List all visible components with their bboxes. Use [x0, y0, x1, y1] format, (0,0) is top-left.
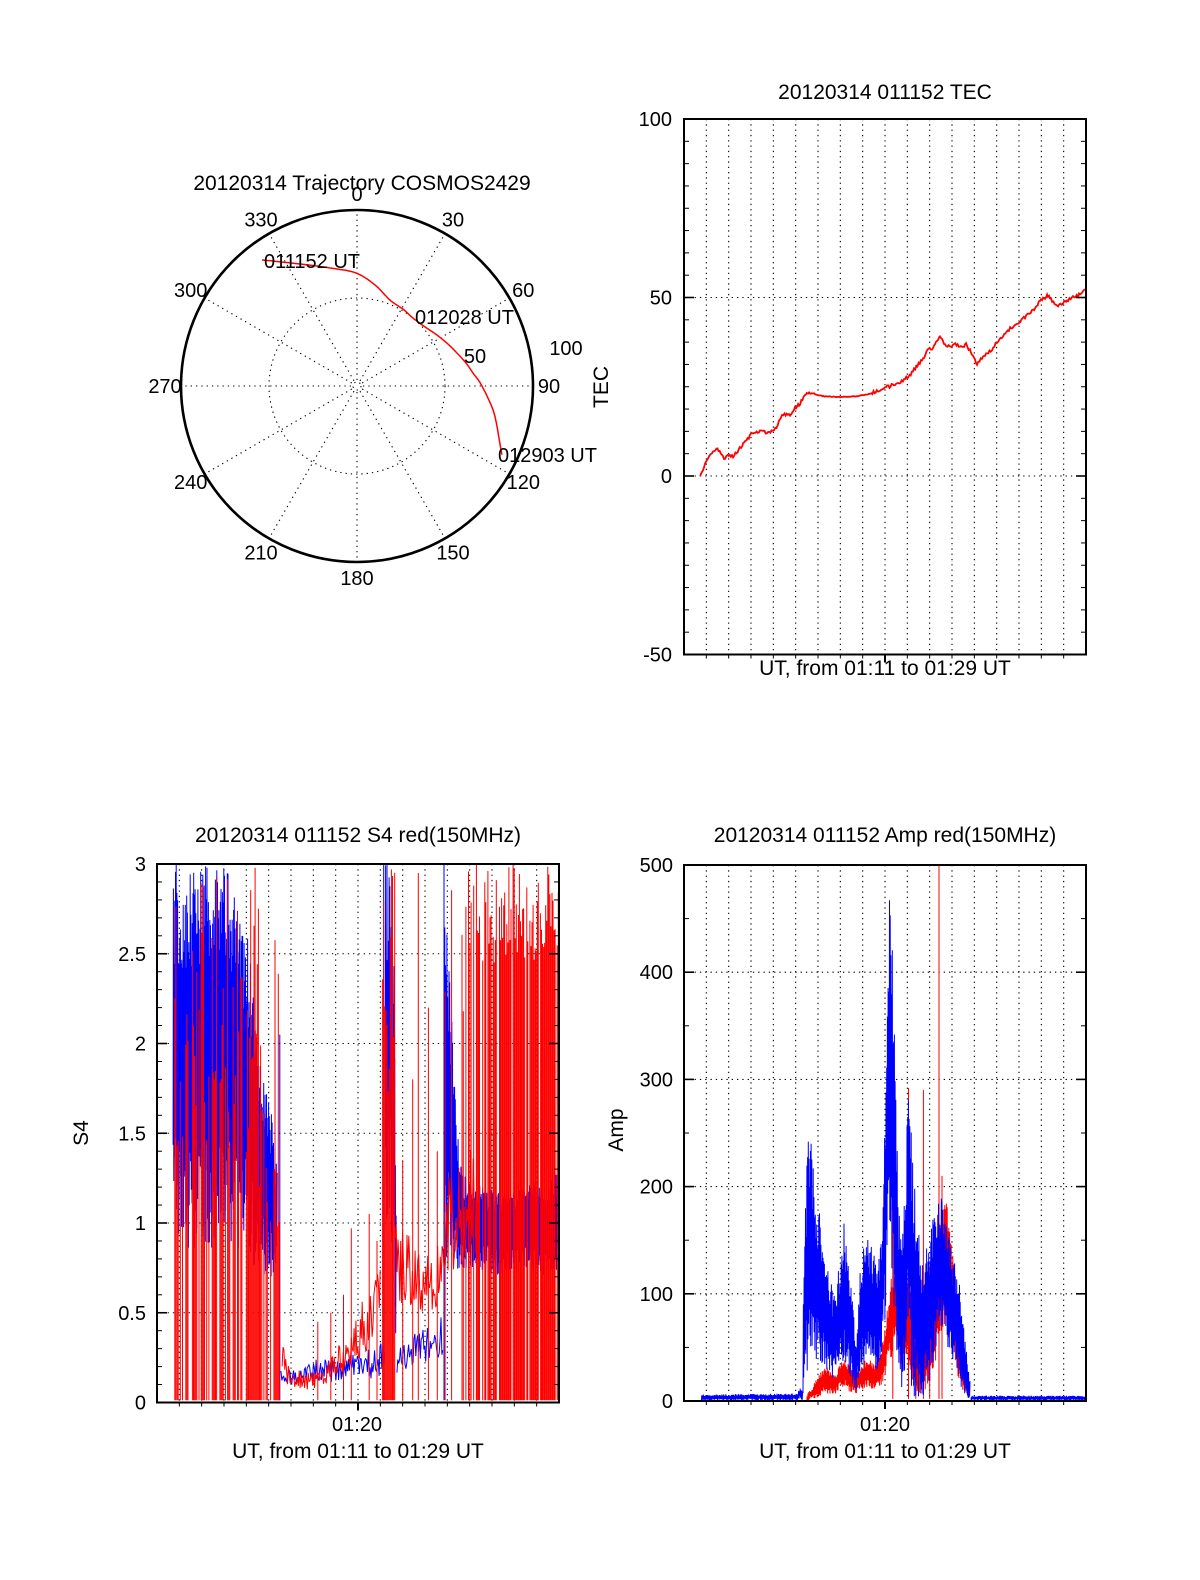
tec-ytick-label-50: 50	[650, 288, 672, 310]
polar-azimuth-label-300: 300	[174, 280, 207, 302]
amp-gridlines	[684, 865, 1086, 1401]
polar-azimuth-label-90: 90	[538, 376, 560, 398]
s4-series	[172, 864, 559, 1401]
polar-azimuth-label-180: 180	[340, 568, 373, 590]
amp-ytick-label-0: 0	[662, 1391, 673, 1413]
s4-ytick-label-2: 2	[135, 1034, 146, 1056]
polar-center-mark	[352, 381, 362, 391]
s4-plot: 20120314 011152 S4 red(150MHz) S4 UT, fr…	[70, 824, 560, 1463]
s4-ytick-label-0.5: 0.5	[118, 1303, 146, 1325]
s4-s4-red-layer-7	[444, 871, 475, 1401]
s4-s4-red-layer-8	[475, 864, 559, 1401]
tec-y-tick-labels: 100 50 0 -50	[639, 109, 672, 667]
s4-ytick-label-0: 0	[135, 1393, 146, 1415]
polar-azimuth-label-120: 120	[507, 472, 540, 494]
tec-x-axis-label: UT, from 01:11 to 01:29 UT	[759, 657, 1011, 680]
polar-azimuth-label-30: 30	[442, 210, 464, 232]
amp-ytick-label-500: 500	[640, 855, 673, 877]
trajectory-annotation-mid: 012028 UT	[415, 307, 514, 329]
tec-plot-title: 20120314 011152 TEC	[778, 81, 992, 104]
polar-spoke-300	[204, 297, 353, 384]
tec-series	[699, 287, 1086, 477]
polar-radial-tick-50: 50	[464, 346, 486, 368]
amp-x-axis-label: UT, from 01:11 to 01:29 UT	[759, 1440, 1011, 1463]
s4-ytick-label-2.5: 2.5	[118, 944, 146, 966]
trajectory-annotation-start: 011152 UT	[264, 251, 360, 273]
s4-ytick-label-1: 1	[135, 1213, 146, 1235]
amp-plot: 20120314 011152 Amp red(150MHz) Amp UT, …	[605, 824, 1087, 1463]
satellite-trajectory-line	[261, 259, 503, 455]
tec-ytick-label--50: -50	[643, 645, 672, 667]
s4-ytick-label-1.5: 1.5	[118, 1123, 146, 1145]
trajectory-plot-title: 20120314 Trajectory COSMOS2429	[193, 172, 530, 195]
polar-radial-tick-100: 100	[549, 338, 582, 360]
polar-spoke-330	[268, 233, 355, 382]
s4-y-tick-labels: 3 2.5 2 1.5 1 0.5 0	[118, 854, 146, 1415]
polar-azimuth-label-60: 60	[512, 280, 534, 302]
s4-s4-red-layer-0	[174, 867, 280, 1401]
polar-azimuth-labels: 0 30 60 90 120 150 180 210 240 270 300 330	[148, 184, 560, 590]
amp-y-axis-label: Amp	[605, 1108, 628, 1151]
s4-s4-blue-layer-3	[396, 1317, 444, 1373]
s4-x-axis-label: UT, from 01:11 to 01:29 UT	[232, 1440, 484, 1463]
polar-ring-50	[268, 297, 446, 475]
tec-ytick-label-0: 0	[661, 466, 672, 488]
polar-azimuth-label-240: 240	[174, 472, 207, 494]
s4-plot-title: 20120314 011152 S4 red(150MHz)	[195, 824, 521, 847]
amp-ytick-label-300: 300	[640, 1069, 673, 1091]
polar-spoke-60	[361, 297, 510, 384]
s4-y-axis-label: S4	[70, 1120, 93, 1146]
amp-y-tick-labels: 500 400 300 200 100 0	[640, 855, 673, 1413]
tec-ytick-label-100: 100	[639, 109, 672, 131]
s4-s4-red-layer-4	[394, 1225, 445, 1312]
polar-spoke-210	[268, 390, 355, 539]
amp-plot-title: 20120314 011152 Amp red(150MHz)	[714, 824, 1056, 847]
s4-s4-blue-layer-0	[172, 864, 278, 1277]
polar-azimuth-label-150: 150	[436, 542, 469, 564]
amp-ytick-label-400: 400	[640, 962, 673, 984]
s4-s4-red-layer-5	[402, 873, 438, 1401]
polar-azimuth-label-270: 270	[148, 376, 181, 398]
tec-line-TEC	[699, 287, 1086, 477]
amp-amp-blue-layer-2	[970, 1395, 1086, 1401]
trajectory-path	[261, 259, 503, 455]
amp-axes-frame	[683, 864, 1087, 1409]
trajectory-polar-plot: 20120314 Trajectory COSMOS2429 0 30 60 90 12…	[148, 172, 597, 590]
s4-s4-red-layer-3	[382, 869, 396, 1401]
s4-axes-frame	[156, 863, 560, 1411]
polar-spoke-240	[204, 388, 353, 475]
polar-spoke-120	[361, 388, 510, 475]
amp-x-tick-label: 01:20	[860, 1414, 910, 1436]
polar-azimuth-label-0: 0	[351, 184, 362, 206]
amp-series	[700, 865, 1086, 1401]
tec-plot: 20120314 011152 TEC TEC UT, from 01:11 t…	[590, 81, 1087, 680]
polar-azimuth-label-330: 330	[244, 210, 277, 232]
s4-x-tick-label: 01:20	[332, 1414, 382, 1436]
polar-spoke-30	[359, 233, 446, 382]
amp-amp-blue-layer-0	[700, 1388, 804, 1401]
amp-ytick-label-100: 100	[640, 1284, 673, 1306]
tec-gridlines	[684, 119, 1086, 655]
tec-y-axis-label: TEC	[590, 366, 613, 408]
trajectory-annotation-end: 012903 UT	[498, 445, 597, 467]
polar-grid	[179, 208, 535, 564]
polar-spoke-150	[359, 390, 446, 539]
polar-azimuth-label-210: 210	[244, 542, 277, 564]
s4-ytick-label-3: 3	[135, 854, 146, 876]
s4-s4-red-layer-2	[317, 1214, 378, 1401]
amp-amp-blue-layer-1	[802, 900, 971, 1399]
amp-ytick-label-200: 200	[640, 1177, 673, 1199]
tec-axes-frame	[683, 118, 1087, 663]
